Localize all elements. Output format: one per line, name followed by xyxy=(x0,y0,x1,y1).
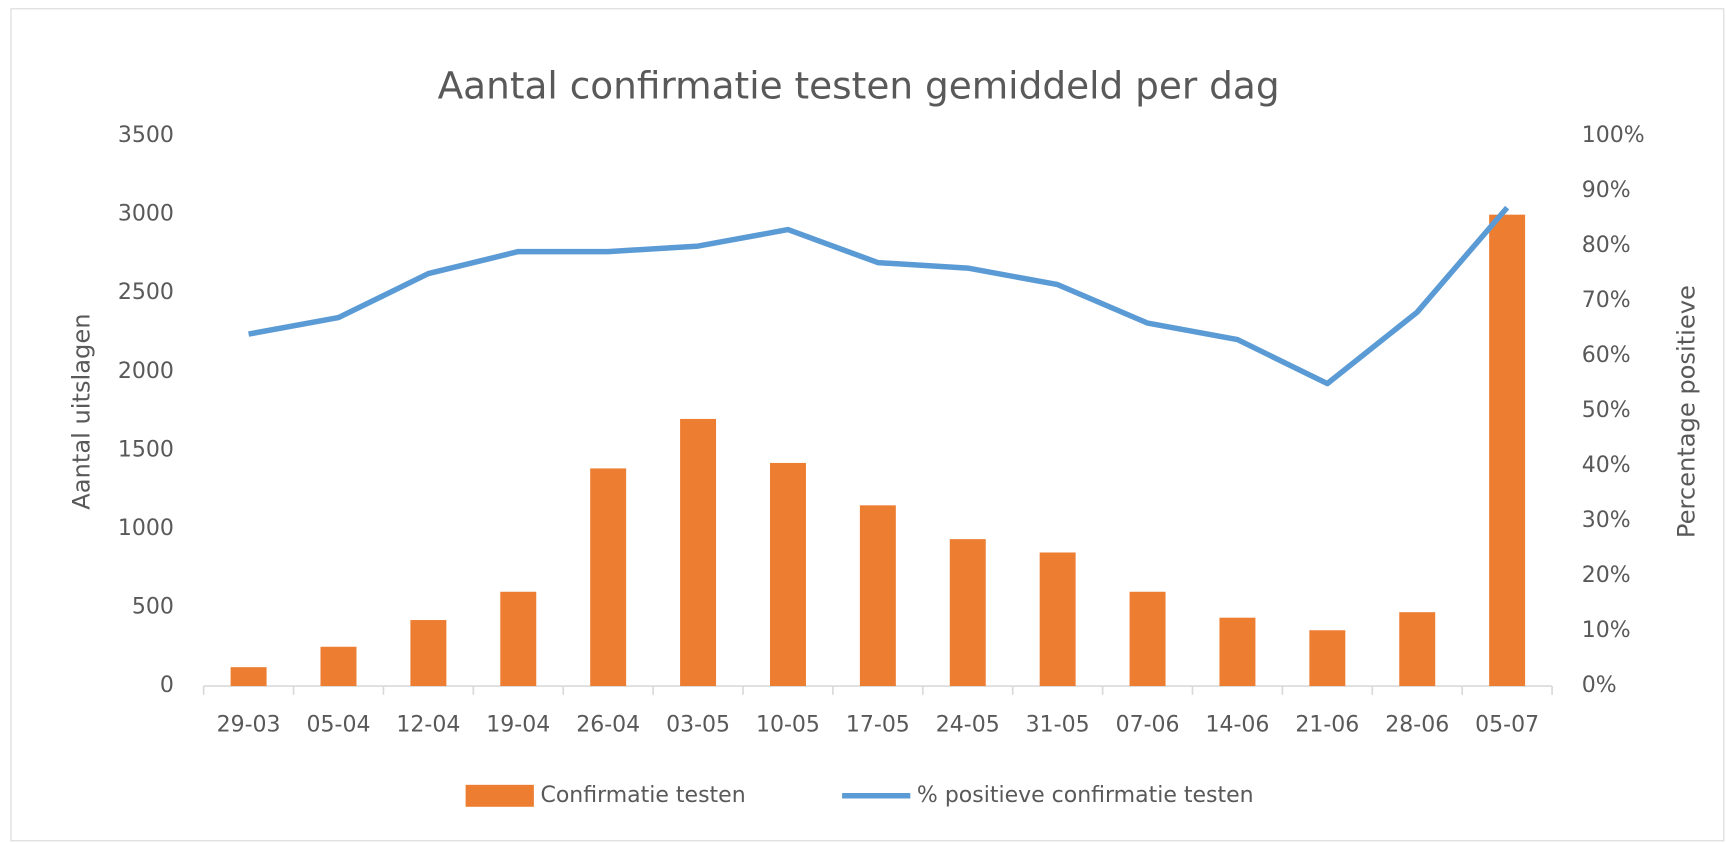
legend-label: % positieve confirmatie testen xyxy=(917,783,1254,808)
x-tick-label: 05-07 xyxy=(1475,713,1539,738)
y-tick-label: 500 xyxy=(132,594,174,619)
y2-tick-label: 30% xyxy=(1582,508,1631,533)
bar xyxy=(1489,214,1526,687)
bar xyxy=(590,468,627,687)
bar xyxy=(680,418,717,687)
bar xyxy=(500,591,537,687)
x-tick-label: 17-05 xyxy=(846,713,910,738)
bar xyxy=(949,539,986,687)
bar xyxy=(1309,630,1346,687)
y2-tick-label: 90% xyxy=(1582,178,1631,203)
x-tick-label: 24-05 xyxy=(936,713,1000,738)
y2-tick-label: 20% xyxy=(1582,563,1631,588)
x-tick-label: 19-04 xyxy=(486,713,550,738)
y2-tick-label: 70% xyxy=(1582,288,1631,313)
bar xyxy=(769,462,806,687)
chart-frame xyxy=(10,8,1725,842)
y-tick-label: 1500 xyxy=(118,437,174,462)
bar xyxy=(1039,552,1076,687)
y-tick-label: 3000 xyxy=(118,202,174,227)
x-tick-label: 21-06 xyxy=(1295,713,1359,738)
y-axis-title: Aantal uitslagen xyxy=(68,313,96,509)
x-tick-label: 03-05 xyxy=(666,713,730,738)
x-tick-label: 10-05 xyxy=(756,713,820,738)
bar xyxy=(410,620,447,687)
bar xyxy=(320,646,357,687)
x-tick-label: 28-06 xyxy=(1385,713,1449,738)
y2-tick-label: 100% xyxy=(1582,123,1645,148)
y2-tick-label: 10% xyxy=(1582,618,1631,643)
legend-label: Confirmatie testen xyxy=(540,783,745,808)
x-tick-label: 29-03 xyxy=(217,713,281,738)
y-tick-label: 3500 xyxy=(118,123,174,148)
chart-title: Aantal confirmatie testen gemiddeld per … xyxy=(438,63,1280,107)
line xyxy=(248,205,1510,387)
x-tick-label: 14-06 xyxy=(1205,713,1269,738)
legend-swatch xyxy=(465,784,534,807)
y-tick-label: 2500 xyxy=(118,280,174,305)
bar xyxy=(1219,617,1256,687)
bar xyxy=(859,505,896,687)
x-tick-label: 26-04 xyxy=(576,713,640,738)
y-tick-label: 2000 xyxy=(118,359,174,384)
y2-tick-label: 80% xyxy=(1582,233,1631,258)
x-tick-label: 12-04 xyxy=(396,713,460,738)
x-tick-label: 05-04 xyxy=(307,713,371,738)
bar xyxy=(230,667,267,687)
y2-tick-label: 50% xyxy=(1582,398,1631,423)
y2-tick-label: 40% xyxy=(1582,453,1631,478)
bar xyxy=(1399,612,1436,687)
y-tick-label: 1000 xyxy=(118,516,174,541)
x-tick-label: 07-06 xyxy=(1116,713,1180,738)
y2-tick-label: 60% xyxy=(1582,343,1631,368)
x-tick-label: 31-05 xyxy=(1026,713,1090,738)
y-tick-label: 0 xyxy=(160,673,174,698)
y2-axis-title: Percentage positieve xyxy=(1672,285,1700,538)
y2-tick-label: 0% xyxy=(1582,673,1617,698)
bar xyxy=(1129,591,1166,687)
